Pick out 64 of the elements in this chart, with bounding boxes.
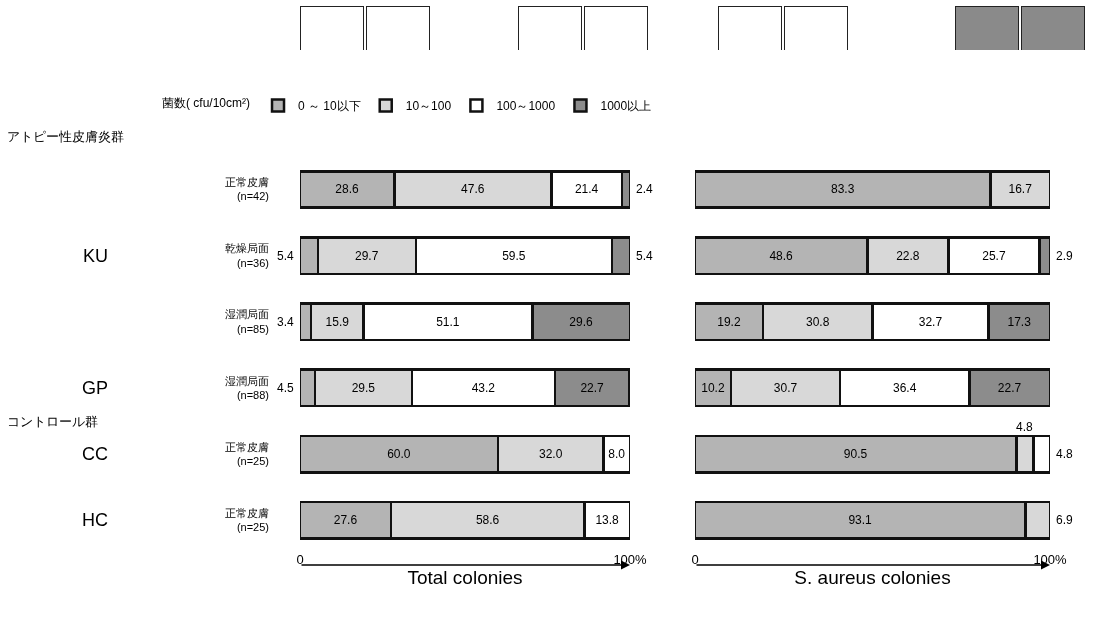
y-tick-label: 湿潤局面 (n=88)	[225, 374, 269, 401]
data-label: 22.8	[896, 248, 920, 263]
data-label: 29.7	[354, 248, 379, 263]
data-label: 4.8	[1016, 420, 1034, 434]
data-label: 5.4	[277, 249, 295, 263]
legend-title: 菌数( cfu/10cm²)	[162, 95, 251, 110]
y-tick-label: 乾燥局面 (n=36)	[225, 242, 269, 269]
y-tick-label: 湿潤局面 (n=85)	[225, 308, 269, 335]
data-label: 8.0	[608, 447, 626, 462]
legend-label: 100～1000	[496, 99, 556, 114]
data-label: 58.6	[475, 513, 500, 528]
data-label: 32.0	[538, 447, 563, 462]
data-label: 4.5	[277, 381, 295, 395]
data-label: 30.7	[773, 380, 798, 395]
data-label: 83.3	[831, 182, 855, 197]
y-tick-label: 正常皮膚 (n=25)	[225, 440, 269, 468]
data-label: 6.9	[1056, 513, 1074, 527]
data-label: 19.2	[717, 314, 741, 329]
data-label: 36.4	[892, 380, 917, 395]
text: KU	[83, 246, 109, 266]
data-label: 48.6	[769, 248, 794, 263]
data-label: 10.2	[701, 380, 725, 395]
data-label: 47.6	[461, 182, 485, 197]
data-label: 28.6	[335, 182, 360, 197]
x-axis-title: S. aureus colonies	[794, 566, 951, 588]
text: アトピー性皮膚炎群	[7, 129, 124, 144]
data-label: 16.7	[1008, 182, 1033, 197]
y-tick-label: 正常皮膚 (n=25)	[225, 506, 269, 534]
data-label: 22.7	[580, 380, 605, 395]
data-label: 30.8	[805, 314, 830, 329]
data-label: 5.4	[636, 249, 654, 263]
data-label: 90.5	[843, 447, 868, 462]
data-label: 25.7	[982, 248, 1006, 263]
data-label: 43.2	[471, 380, 496, 395]
data-label: 15.9	[325, 314, 350, 329]
data-label: 93.1	[848, 513, 873, 528]
legend-label: 1000以上	[600, 99, 652, 114]
data-label: 2.9	[1056, 249, 1074, 263]
data-label: 13.8	[595, 513, 620, 528]
text: CC	[82, 444, 108, 464]
data-label: 2.4	[636, 182, 654, 196]
x-tick-label: 0	[296, 552, 304, 567]
data-label: 29.5	[351, 380, 376, 395]
x-axis-title: Total colonies	[407, 566, 523, 588]
data-label: 17.3	[1007, 314, 1032, 329]
data-label: 3.4	[277, 315, 295, 329]
legend-label: 10～100	[405, 99, 452, 114]
data-label: 22.7	[997, 380, 1022, 395]
text: GP	[82, 378, 109, 398]
data-label: 4.8	[1056, 447, 1074, 461]
x-tick-label: 100%	[1033, 552, 1068, 567]
text: コントロール群	[7, 414, 98, 429]
data-label: 51.1	[436, 314, 460, 329]
data-label: 32.7	[918, 314, 943, 329]
legend-label: 0 ～ 10以下	[298, 99, 361, 114]
y-tick-label: 正常皮膚 (n=42)	[225, 176, 269, 203]
data-label: 59.5	[502, 248, 526, 263]
data-label: 27.6	[333, 513, 358, 528]
x-tick-label: 0	[691, 552, 699, 567]
data-label: 29.6	[569, 314, 593, 329]
data-label: 60.0	[387, 447, 411, 462]
text: HC	[82, 510, 108, 530]
x-tick-label: 100%	[613, 552, 648, 567]
data-label: 21.4	[574, 182, 599, 197]
